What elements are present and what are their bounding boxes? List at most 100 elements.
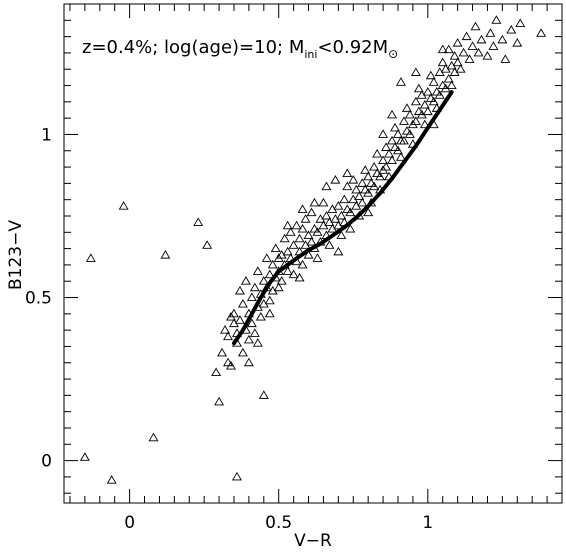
data-point — [393, 145, 403, 155]
data-point — [246, 318, 257, 328]
data-point — [413, 106, 424, 116]
data-point — [410, 96, 421, 106]
data-point — [398, 135, 409, 145]
data-point — [288, 240, 299, 249]
data-point — [485, 28, 496, 37]
data-point — [428, 96, 439, 106]
data-point — [422, 106, 433, 116]
data-point — [258, 390, 269, 399]
data-point — [243, 334, 254, 344]
data-point — [449, 51, 460, 60]
data-point — [297, 223, 308, 233]
data-point — [273, 253, 284, 262]
data-point — [249, 282, 260, 292]
data-point — [264, 308, 275, 318]
data-point — [455, 64, 466, 73]
data-point — [85, 253, 96, 262]
data-point — [354, 191, 365, 200]
data-point — [223, 357, 233, 367]
data-point — [464, 54, 475, 63]
data-point — [330, 175, 341, 184]
data-point — [342, 181, 353, 191]
data-point — [401, 103, 412, 112]
data-point — [220, 325, 231, 334]
data-point — [264, 269, 275, 279]
data-point — [309, 223, 320, 233]
data-point — [470, 21, 481, 31]
isochrone-line — [232, 90, 454, 346]
data-point — [491, 15, 502, 24]
data-point — [228, 308, 239, 318]
data-point — [461, 31, 472, 41]
data-point — [393, 129, 403, 138]
data-point — [404, 109, 415, 119]
data-point — [488, 41, 499, 50]
data-point — [306, 236, 317, 246]
data-point — [357, 197, 368, 207]
data-point — [223, 331, 233, 341]
data-point — [381, 142, 392, 151]
data-point — [387, 135, 398, 145]
data-point — [336, 230, 347, 240]
data-point — [443, 44, 454, 54]
data-point — [211, 367, 222, 376]
data-point — [237, 298, 248, 308]
data-point — [234, 285, 245, 295]
y-tick-label: 1 — [41, 125, 52, 145]
data-point — [252, 338, 263, 347]
x-tick-label: 0.5 — [265, 513, 292, 533]
data-point — [273, 282, 284, 292]
data-point — [395, 77, 406, 86]
data-point — [282, 220, 293, 230]
data-point — [267, 259, 278, 269]
data-point — [318, 197, 329, 207]
data-point — [279, 233, 290, 243]
data-point — [291, 220, 302, 230]
data-point — [372, 148, 383, 158]
data-point — [288, 269, 299, 279]
data-point — [243, 357, 254, 367]
data-point — [306, 207, 317, 217]
data-point — [500, 54, 511, 63]
data-point — [214, 396, 225, 406]
data-point — [398, 116, 409, 125]
data-point — [294, 233, 305, 243]
data-point — [258, 276, 269, 285]
data-point — [336, 210, 347, 220]
data-point — [312, 227, 323, 236]
data-point — [387, 155, 398, 164]
data-point — [363, 188, 374, 197]
data-point — [384, 148, 395, 158]
annotation-mid: <0.92M — [317, 37, 388, 58]
annotation-subscript: ini — [304, 48, 317, 61]
data-point — [234, 315, 245, 324]
data-point — [226, 360, 236, 370]
data-point — [419, 119, 430, 129]
data-point — [249, 328, 260, 337]
data-point — [79, 452, 90, 461]
data-point — [217, 347, 228, 357]
data-point — [425, 93, 436, 103]
data-point — [536, 28, 547, 37]
x-tick-label: 1 — [422, 513, 433, 533]
data-point — [482, 51, 493, 60]
data-point — [357, 178, 368, 187]
data-point — [312, 253, 323, 262]
data-point — [321, 210, 332, 220]
data-point — [148, 432, 159, 442]
data-point — [452, 57, 463, 67]
data-point — [333, 201, 344, 210]
data-point — [446, 80, 457, 89]
data-point — [428, 77, 439, 86]
chart-annotation: z=0.4%; log(age)=10; Mini<0.92M⊙ — [82, 37, 398, 61]
data-point — [369, 161, 380, 171]
data-point — [297, 204, 308, 213]
data-point — [419, 100, 430, 109]
axis-tick-labels: 0 0.5 1 0 0.5 1 — [25, 125, 433, 533]
y-tick-label: 0.5 — [25, 289, 52, 309]
data-point — [345, 207, 356, 217]
data-point — [410, 116, 421, 125]
data-point — [395, 152, 406, 161]
data-point — [303, 250, 314, 259]
